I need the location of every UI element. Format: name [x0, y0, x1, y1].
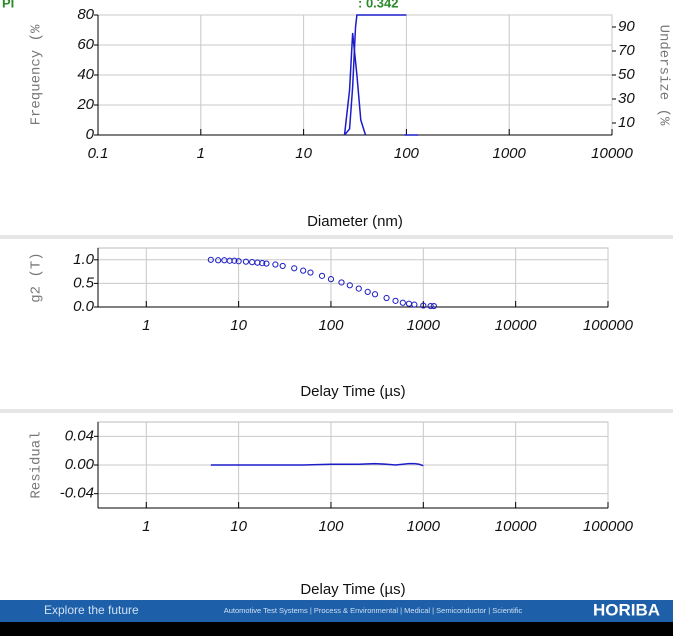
x-tick-label: 100000 [583, 317, 634, 334]
x-tick-label: 10 [295, 145, 312, 162]
brand: HORIBA [593, 600, 660, 619]
slogan: Explore the future [44, 603, 139, 617]
data-point [355, 285, 362, 292]
x-axis-label: Diameter (nm) [307, 213, 403, 230]
data-point [207, 256, 214, 263]
y-tick-label: 1.0 [73, 251, 95, 268]
x-tick-label: 100000 [583, 518, 634, 535]
x-tick-label: 100 [394, 145, 420, 162]
y2-tick-label: 50 [618, 66, 635, 83]
y2-tick-label: 70 [618, 42, 635, 59]
x-tick-label: 1 [142, 317, 150, 334]
x-tick-label: 1 [142, 518, 150, 535]
pi-label: PI [2, 0, 14, 10]
x-tick-label: 1000 [407, 518, 441, 535]
x-tick-label: 1 [197, 145, 205, 162]
y2-axis-label: Undersize (% [655, 25, 671, 126]
data-point [364, 288, 371, 295]
x-tick-label: 10 [230, 518, 247, 535]
footer-strip [0, 622, 673, 636]
data-point [392, 297, 399, 304]
x-tick-label: 100 [318, 317, 344, 334]
y-tick-label: 0.04 [65, 427, 94, 444]
data-point [259, 260, 266, 267]
y-axis-label: Frequency (% [29, 24, 45, 125]
data-point [430, 302, 437, 310]
data-point [235, 258, 242, 265]
separator [0, 235, 673, 239]
data-point [291, 265, 298, 272]
data-point [383, 294, 390, 302]
data-point [307, 269, 314, 276]
data-point [338, 279, 345, 286]
data-line [210, 462, 424, 467]
x-tick-label: 0.1 [88, 145, 109, 162]
y-tick-label: 0.0 [73, 298, 95, 315]
y-axis-label: Residual [29, 431, 45, 498]
data-point [272, 261, 279, 268]
data-point [346, 282, 353, 289]
x-axis-label: Delay Time (µs) [300, 581, 405, 598]
y-tick-label: 0.5 [73, 274, 95, 291]
x-tick-label: 10000 [495, 518, 537, 535]
y2-tick-label: 90 [618, 18, 635, 35]
data-point [420, 302, 427, 309]
x-tick-label: 1000 [493, 145, 527, 162]
y2-tick-label: 10 [618, 114, 635, 131]
data-point [242, 258, 250, 265]
data-point [371, 291, 379, 298]
data-point [327, 276, 335, 283]
y-tick-label: 40 [77, 66, 94, 83]
data-point [411, 301, 418, 308]
y-tick-label: 0 [86, 126, 95, 143]
data-point [399, 299, 406, 306]
x-tick-label: 1000 [407, 317, 441, 334]
x-axis-label: Delay Time (µs) [300, 383, 405, 400]
y-tick-label: 80 [77, 6, 94, 23]
x-tick-label: 100 [318, 518, 344, 535]
y-tick-label: 0.00 [65, 456, 95, 473]
x-tick-label: 10000 [495, 317, 537, 334]
pi-value: : 0.342 [358, 0, 398, 10]
data-point [279, 262, 286, 270]
y-tick-label: -0.04 [60, 485, 94, 502]
divisions: Automotive Test Systems | Process & Envi… [224, 606, 523, 615]
y2-tick-label: 30 [618, 90, 635, 107]
x-tick-label: 10 [230, 317, 247, 334]
separator [0, 409, 673, 413]
footer-band [0, 600, 673, 622]
data-point [427, 302, 434, 310]
data-point [318, 272, 326, 279]
y-tick-label: 20 [76, 96, 94, 113]
data-point [300, 267, 307, 274]
y-tick-label: 60 [77, 36, 94, 53]
y-axis-label: g2 (T) [29, 252, 45, 302]
data-point [215, 257, 222, 264]
x-tick-label: 10000 [591, 145, 633, 162]
data-line [343, 14, 407, 136]
data-point [231, 257, 238, 264]
data-point [263, 260, 270, 267]
